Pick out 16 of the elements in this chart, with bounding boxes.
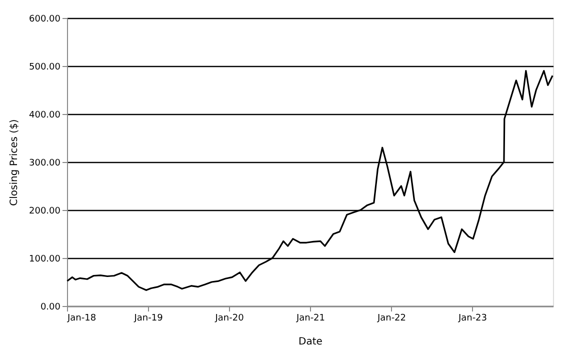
y-tick-label: 600.00	[29, 14, 61, 24]
x-tick-label: Jan-23	[457, 314, 488, 324]
y-axis-title: Closing Prices ($)	[9, 119, 20, 206]
x-tick-label: Jan-22	[376, 314, 406, 324]
y-tick-label: 0.00	[40, 302, 61, 312]
line-series	[66, 70, 554, 291]
x-tick-label: Jan-21	[295, 314, 326, 324]
x-tick-label: Jan-19	[133, 314, 164, 324]
x-tick-label: Jan-18	[66, 314, 96, 324]
y-tick-label: 300.00	[29, 158, 61, 168]
x-axis-title: Date	[298, 336, 322, 348]
y-tick-label: 100.00	[29, 254, 61, 264]
y-tick-label: 500.00	[29, 62, 61, 72]
x-tick-label: Jan-20	[214, 314, 244, 324]
y-tick-label: 400.00	[29, 110, 61, 120]
y-tick-label: 200.00	[29, 206, 61, 216]
